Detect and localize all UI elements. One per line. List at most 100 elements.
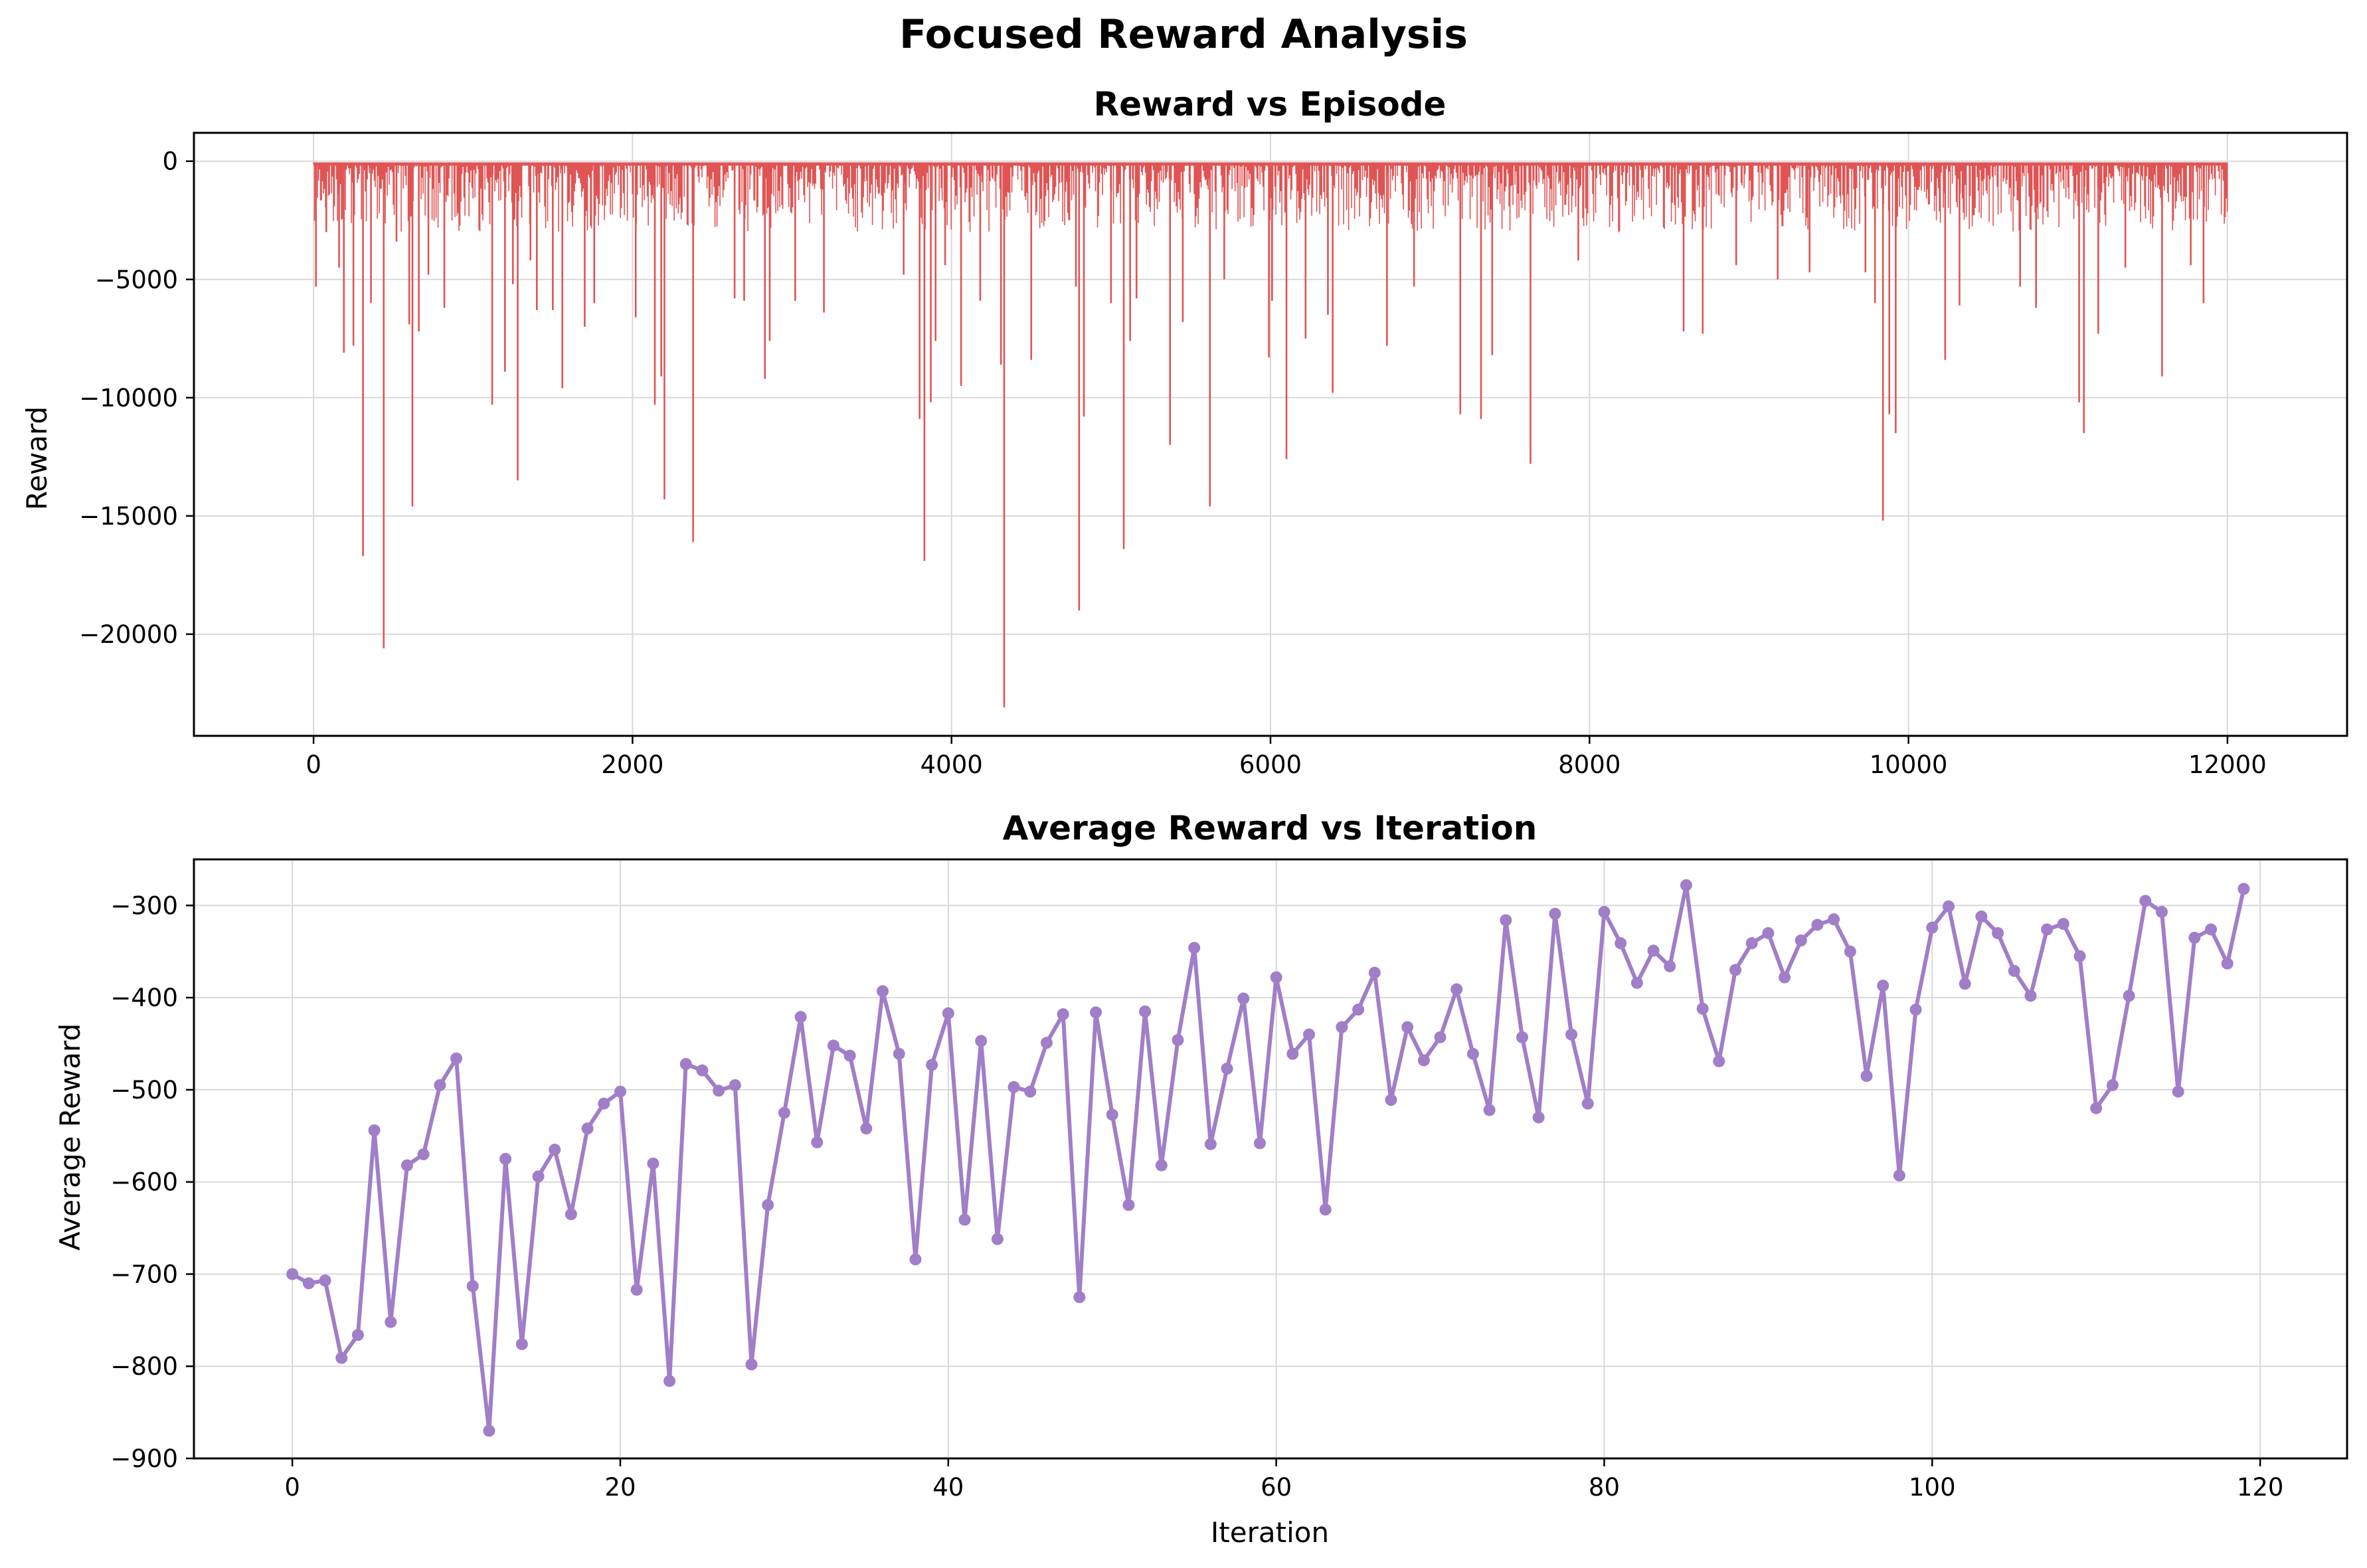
episode-chart-xtick-label: 0 bbox=[306, 750, 321, 779]
average-reward-point bbox=[1221, 1063, 1233, 1075]
average-reward-point bbox=[2237, 883, 2250, 895]
average-reward-point bbox=[499, 1153, 512, 1165]
average-reward-chart: Average Reward vs Iteration Average Rewa… bbox=[54, 809, 2348, 1549]
average-reward-point bbox=[713, 1085, 725, 1097]
average-chart-xaxis: 0 20 40 60 80 100 120 bbox=[284, 1458, 2283, 1502]
average-reward-point bbox=[1336, 1021, 1348, 1033]
average-chart-ylabel: Average Reward bbox=[54, 1023, 86, 1251]
average-reward-point bbox=[319, 1274, 331, 1287]
average-reward-point bbox=[450, 1052, 463, 1065]
average-reward-point bbox=[614, 1085, 626, 1098]
average-reward-point bbox=[2123, 990, 2135, 1002]
average-reward-point bbox=[1516, 1031, 1529, 1043]
average-reward-point bbox=[1745, 937, 1758, 950]
average-reward-point bbox=[1549, 907, 1561, 920]
average-reward-point bbox=[2205, 923, 2218, 936]
average-reward-point bbox=[1417, 1054, 1430, 1067]
average-reward-point bbox=[532, 1170, 545, 1183]
average-reward-point bbox=[1483, 1104, 1496, 1116]
average-reward-point bbox=[1466, 1047, 1479, 1060]
average-reward-point bbox=[860, 1122, 873, 1135]
average-reward-point bbox=[811, 1136, 824, 1149]
average-reward-point bbox=[778, 1106, 790, 1119]
average-reward-point bbox=[1352, 1003, 1365, 1016]
average-reward-point bbox=[368, 1124, 381, 1136]
average-reward-point bbox=[647, 1157, 659, 1170]
episode-chart-ytick-label: −20000 bbox=[79, 620, 178, 649]
average-reward-point bbox=[909, 1253, 922, 1266]
average-reward-point bbox=[515, 1338, 528, 1350]
average-chart-xtick-label: 120 bbox=[2237, 1473, 2284, 1502]
average-reward-point bbox=[679, 1058, 692, 1071]
episode-chart-ytick-label: 0 bbox=[162, 147, 178, 176]
average-reward-point bbox=[466, 1280, 479, 1292]
average-reward-point bbox=[351, 1329, 364, 1342]
average-chart-ytick-label: −700 bbox=[110, 1260, 178, 1288]
average-chart-xtick-label: 60 bbox=[1261, 1473, 1292, 1502]
average-reward-point bbox=[581, 1122, 594, 1135]
average-reward-point bbox=[2057, 918, 2069, 930]
average-reward-point bbox=[1253, 1137, 1266, 1150]
average-reward-point bbox=[942, 1007, 954, 1019]
average-reward-point bbox=[1286, 1047, 1299, 1060]
average-reward-point bbox=[1647, 944, 1660, 957]
episode-chart-ylabel: Reward bbox=[21, 406, 53, 510]
average-reward-point bbox=[1680, 879, 1692, 891]
average-reward-point bbox=[1434, 1031, 1446, 1043]
average-chart-ytick-label: −600 bbox=[110, 1168, 178, 1197]
average-reward-point bbox=[1073, 1291, 1086, 1304]
episode-chart-series bbox=[313, 162, 2228, 708]
average-reward-point bbox=[696, 1064, 709, 1077]
average-chart-ytick-label: −900 bbox=[110, 1444, 178, 1473]
average-reward-point bbox=[1303, 1028, 1316, 1041]
episode-chart-xtick-label: 8000 bbox=[1558, 750, 1621, 779]
average-chart-series bbox=[286, 879, 2250, 1437]
average-reward-point bbox=[1106, 1108, 1118, 1121]
average-reward-point bbox=[1008, 1081, 1020, 1093]
average-reward-point bbox=[1630, 976, 1643, 989]
average-reward-point bbox=[1926, 921, 1939, 934]
average-reward-point bbox=[549, 1144, 561, 1156]
average-reward-point bbox=[843, 1049, 856, 1062]
average-reward-point bbox=[1893, 1169, 1905, 1181]
average-chart-frame bbox=[193, 858, 2348, 1460]
episode-reward-chart: Reward vs Episode Reward 0 2000 4000 6000 80… bbox=[21, 85, 2348, 779]
episode-chart-grid bbox=[194, 133, 2347, 736]
average-reward-point bbox=[417, 1148, 430, 1161]
average-reward-point bbox=[762, 1199, 774, 1211]
average-chart-xtick-label: 100 bbox=[1909, 1473, 1956, 1502]
episode-chart-xtick-label: 4000 bbox=[920, 750, 983, 779]
average-chart-xlabel: Iteration bbox=[1211, 1516, 1329, 1549]
average-reward-point bbox=[2073, 950, 2086, 962]
average-chart-ytick-label: −300 bbox=[110, 891, 178, 920]
average-reward-point bbox=[1975, 911, 1988, 923]
average-reward-point bbox=[1795, 934, 1807, 947]
average-reward-point bbox=[2008, 964, 2020, 977]
average-reward-point bbox=[1565, 1028, 1578, 1041]
average-reward-point bbox=[335, 1351, 348, 1364]
average-reward-point bbox=[2041, 923, 2054, 936]
average-reward-point bbox=[926, 1059, 938, 1071]
average-reward-point bbox=[2188, 931, 2201, 944]
average-reward-point bbox=[1024, 1085, 1037, 1098]
average-reward-point bbox=[1385, 1094, 1397, 1106]
average-chart-xtick-label: 0 bbox=[284, 1473, 300, 1502]
average-reward-point bbox=[2090, 1102, 2103, 1114]
average-reward-point bbox=[1959, 978, 1971, 990]
average-reward-point bbox=[1204, 1138, 1217, 1150]
average-reward-point bbox=[1401, 1021, 1414, 1033]
average-reward-point bbox=[1909, 1003, 1922, 1016]
average-reward-point bbox=[1762, 927, 1775, 940]
average-reward-point bbox=[1942, 900, 1955, 913]
episode-chart-ytick-label: −15000 bbox=[79, 502, 178, 531]
average-reward-point bbox=[565, 1208, 577, 1221]
figure-title: Focused Reward Analysis bbox=[899, 11, 1468, 58]
average-reward-point bbox=[729, 1079, 741, 1091]
average-reward-point bbox=[1696, 1002, 1709, 1015]
average-reward-point bbox=[1368, 966, 1381, 979]
average-reward-point bbox=[2024, 990, 2037, 1002]
average-reward-point bbox=[2155, 906, 2168, 918]
average-reward-point bbox=[1139, 1005, 1152, 1017]
average-reward-point bbox=[1828, 913, 1840, 926]
